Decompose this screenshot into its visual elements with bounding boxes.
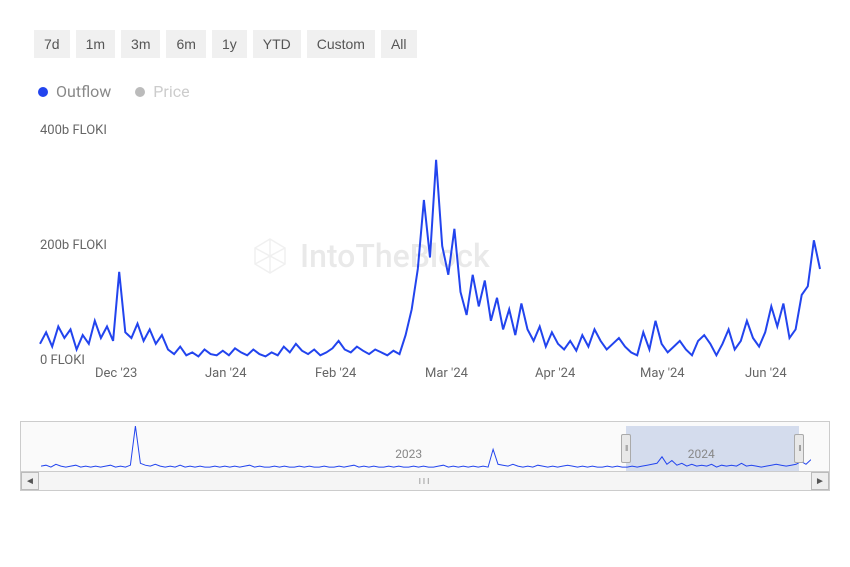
brush-arrow-right[interactable]: ► xyxy=(811,472,829,490)
legend-dot xyxy=(38,87,48,97)
x-axis-label: Jun '24 xyxy=(745,366,787,381)
time-btn-all[interactable]: All xyxy=(381,30,417,58)
main-line-svg xyxy=(20,131,830,366)
brush-scrollbar[interactable]: III xyxy=(21,471,829,490)
x-axis-label: Jan '24 xyxy=(205,366,247,381)
legend-item-price[interactable]: Price xyxy=(135,82,189,101)
main-chart: IntoTheBlock 0 FLOKI200b FLOKI400b FLOKI… xyxy=(20,131,830,411)
brush-year-label: 2024 xyxy=(688,447,715,461)
brush-handle-left[interactable]: II xyxy=(621,434,631,463)
brush-year-label: 2023 xyxy=(395,447,422,461)
time-range-buttons: 7d1m3m6m1yYTDCustomAll xyxy=(34,30,830,58)
chart-legend: Outflow Price xyxy=(38,82,830,101)
time-btn-1y[interactable]: 1y xyxy=(212,30,247,58)
time-btn-1m[interactable]: 1m xyxy=(76,30,115,58)
legend-item-outflow[interactable]: Outflow xyxy=(38,82,111,101)
x-axis-label: Feb '24 xyxy=(315,366,356,381)
brush-handle-right[interactable]: II xyxy=(794,434,804,463)
time-btn-3m[interactable]: 3m xyxy=(121,30,160,58)
x-axis-label: Mar '24 xyxy=(425,366,468,381)
brush-chart[interactable]: III II II 2023 2024 ◄ ► xyxy=(20,421,830,491)
time-btn-custom[interactable]: Custom xyxy=(307,30,375,58)
legend-label: Outflow xyxy=(56,82,111,101)
x-axis-label: May '24 xyxy=(640,366,685,381)
time-btn-ytd[interactable]: YTD xyxy=(253,30,301,58)
legend-label: Price xyxy=(153,82,189,101)
x-axis-label: Apr '24 xyxy=(535,366,575,381)
time-btn-7d[interactable]: 7d xyxy=(34,30,70,58)
x-axis-label: Dec '23 xyxy=(95,366,137,381)
time-btn-6m[interactable]: 6m xyxy=(166,30,205,58)
brush-arrow-left[interactable]: ◄ xyxy=(21,472,39,490)
legend-dot xyxy=(135,87,145,97)
